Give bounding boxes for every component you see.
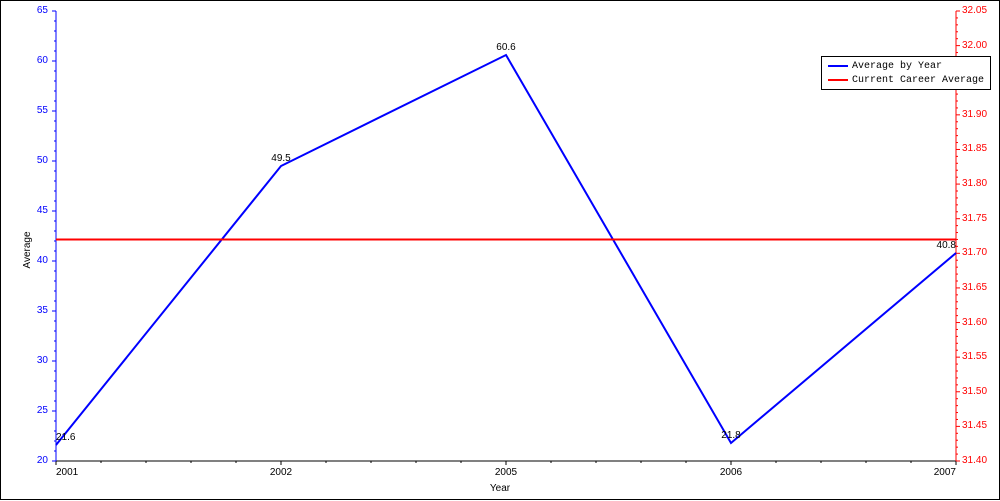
- y-left-tick-label: 30: [37, 355, 48, 366]
- y-left-tick-label: 65: [37, 5, 48, 16]
- y-left-tick-label: 45: [37, 205, 48, 216]
- legend-swatch: [828, 65, 848, 67]
- y-right-tick-label: 31.40: [962, 455, 987, 466]
- y-right-tick-label: 31.70: [962, 247, 987, 258]
- x-axis-label: Year: [490, 483, 510, 494]
- data-point-label: 49.5: [271, 153, 290, 164]
- y-left-tick-label: 35: [37, 305, 48, 316]
- y-right-tick-label: 31.55: [962, 351, 987, 362]
- y-right-tick-label: 31.50: [962, 386, 987, 397]
- y-right-tick-label: 31.90: [962, 109, 987, 120]
- legend-item: Current Career Average: [828, 73, 984, 87]
- y-left-tick-label: 55: [37, 105, 48, 116]
- legend-label: Average by Year: [852, 61, 942, 72]
- y-left-tick-label: 25: [37, 405, 48, 416]
- legend-label: Current Career Average: [852, 75, 984, 86]
- y-right-tick-label: 31.75: [962, 213, 987, 224]
- x-tick-label: 2002: [270, 467, 292, 478]
- legend-item: Average by Year: [828, 59, 984, 73]
- x-tick-label: 2006: [720, 467, 742, 478]
- y-left-tick-label: 60: [37, 55, 48, 66]
- chart-container: 2001 2002 2005 2006 2007 20 25 30 35 40 45 50 55 60 65…: [0, 0, 1000, 500]
- data-point-label: 21.6: [56, 432, 75, 443]
- y-right-tick-label: 32.00: [962, 40, 987, 51]
- y-left-tick-label: 40: [37, 255, 48, 266]
- y-right-tick-label: 32.05: [962, 5, 987, 16]
- y-left-tick-label: 20: [37, 455, 48, 466]
- y-right-tick-label: 31.60: [962, 317, 987, 328]
- y-axis-label: Average: [22, 231, 33, 268]
- data-point-label: 21.8: [721, 430, 740, 441]
- legend: Average by Year Current Career Average: [821, 56, 991, 90]
- x-tick-label: 2005: [495, 467, 517, 478]
- y-right-tick-label: 31.65: [962, 282, 987, 293]
- x-tick-label: 2007: [934, 467, 956, 478]
- data-point-label: 40.8: [937, 240, 956, 251]
- y-right-tick-label: 31.80: [962, 178, 987, 189]
- legend-swatch: [828, 79, 848, 81]
- y-left-tick-label: 50: [37, 155, 48, 166]
- series-average-by-year: [56, 55, 956, 445]
- x-tick-label: 2001: [56, 467, 78, 478]
- y-right-tick-label: 31.45: [962, 420, 987, 431]
- data-point-label: 60.6: [496, 42, 515, 53]
- y-right-tick-label: 31.85: [962, 143, 987, 154]
